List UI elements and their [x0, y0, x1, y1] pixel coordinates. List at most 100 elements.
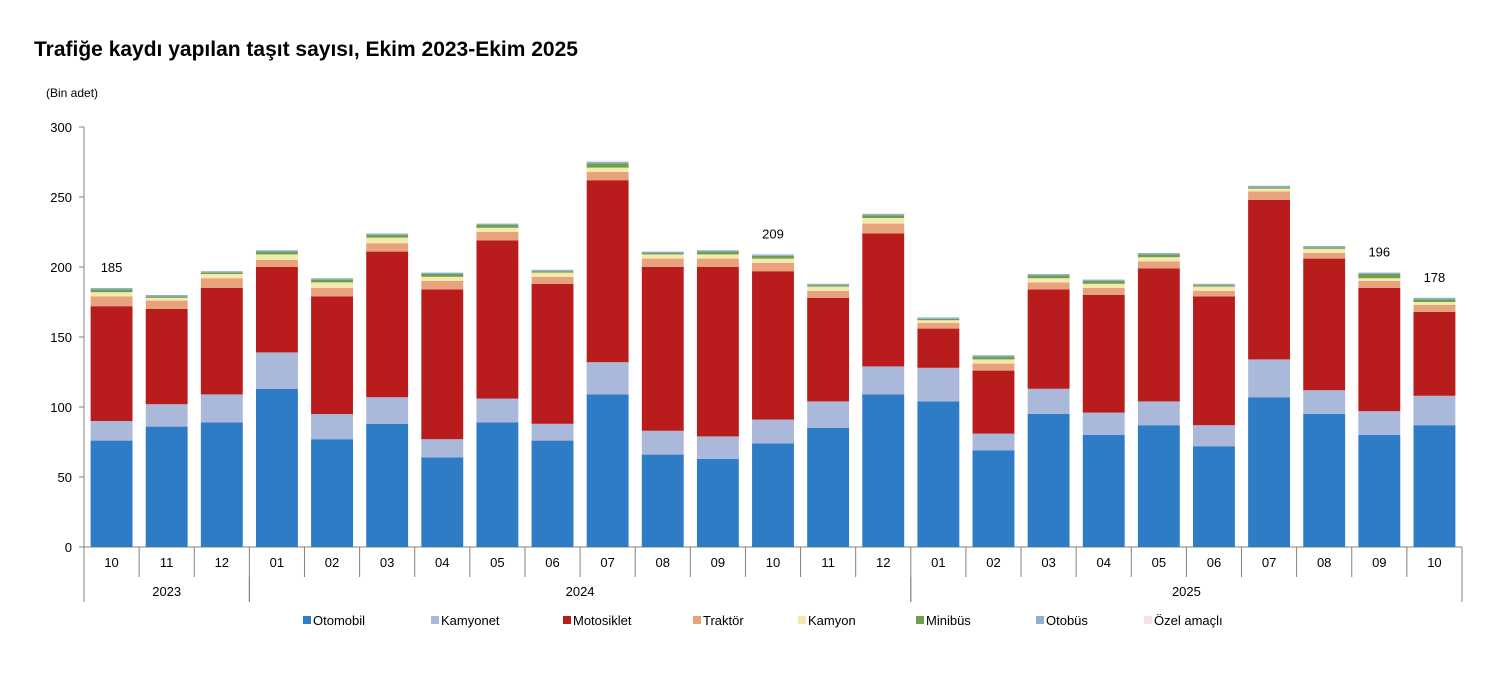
x-tick-label: 12 — [215, 555, 229, 570]
legend-label: Kamyonet — [441, 613, 500, 628]
x-tick-label: 09 — [711, 555, 725, 570]
bar-segment-kamyonet — [1248, 359, 1291, 398]
x-tick-label: 05 — [490, 555, 504, 570]
bar-segment-motosiklet — [917, 328, 960, 368]
year-group-label: 2025 — [1172, 584, 1201, 599]
bar-segment-minib-s — [90, 289, 133, 293]
bar-segment-kamyonet — [1027, 388, 1070, 414]
y-tick-label: 100 — [50, 400, 72, 415]
bar-segment-kamyon — [696, 254, 739, 259]
year-group-label: 2023 — [152, 584, 181, 599]
bar-segment-motosiklet — [90, 306, 133, 421]
bar-segment-motosiklet — [311, 296, 353, 414]
bar-segment-minib-s — [1413, 299, 1456, 302]
bar-segment-kamyonet — [1137, 401, 1180, 426]
bar-segment-kamyonet — [1358, 411, 1401, 435]
bar-segment-kamyon — [1358, 278, 1401, 281]
bar-segment-otob-s — [200, 271, 243, 273]
bar-segment-otob-s — [1082, 279, 1125, 281]
bar-segment-minib-s — [972, 356, 1015, 360]
bar-segment-otomobil — [696, 458, 739, 547]
bar-segment-kamyonet — [1303, 390, 1346, 414]
bar-segment-kamyonet — [586, 362, 629, 395]
bar-segment-trakt-r — [1248, 191, 1291, 200]
bar-segment-motosiklet — [752, 271, 794, 420]
data-label: 185 — [101, 260, 123, 275]
data-label: 178 — [1424, 270, 1446, 285]
bar-segment-kamyon — [752, 258, 794, 263]
bar-segment-otob-s — [1358, 272, 1401, 274]
x-tick-label: 04 — [1096, 555, 1110, 570]
bar-segment-otomobil — [752, 443, 794, 547]
bar-segment-minib-s — [1027, 275, 1070, 279]
bar-segment-otob-s — [752, 254, 794, 256]
bar-segment-trakt-r — [531, 276, 574, 284]
bar-segment-kamyon — [586, 167, 629, 172]
x-tick-label: 11 — [160, 555, 174, 570]
bar-segment-trakt-r — [1082, 288, 1125, 295]
bar-segment-kamyon — [90, 292, 133, 297]
bar-segment-kamyonet — [311, 414, 353, 440]
x-tick-label: 11 — [821, 555, 835, 570]
bar-segment-kamyonet — [1413, 395, 1456, 426]
bar-segment-kamyonet — [696, 436, 739, 459]
bar-segment-otomobil — [1137, 425, 1180, 547]
bar-segment-trakt-r — [1027, 282, 1070, 290]
bar-segment-otob-s — [476, 223, 519, 225]
bar-segment-kamyon — [1193, 286, 1235, 291]
bar-segment-otob-s — [90, 288, 133, 290]
bar-segment-minib-s — [862, 215, 905, 218]
bar-segment-minib-s — [200, 272, 243, 274]
bar-segment-trakt-r — [641, 258, 684, 267]
legend-swatch — [916, 616, 924, 624]
bar-segment-kamyon — [1027, 278, 1070, 283]
bar-segment-otomobil — [255, 388, 298, 547]
legend-label: Kamyon — [808, 613, 856, 628]
bar-segment-otomobil — [90, 440, 133, 547]
bar-segment-otob-s — [1248, 185, 1291, 188]
bar-segment-otob-s — [311, 278, 353, 280]
bar-segment-otob-s — [972, 355, 1015, 357]
bar-segment-trakt-r — [1137, 261, 1180, 269]
bar-segment-trakt-r — [200, 278, 243, 288]
bar-segment-trakt-r — [752, 262, 794, 272]
bar-segment-trakt-r — [586, 171, 629, 181]
legend-label: Otobüs — [1046, 613, 1088, 628]
bar-segment-minib-s — [1248, 187, 1291, 189]
bar-segment-minib-s — [752, 255, 794, 259]
bar-segment--zel-ama-l- — [586, 160, 629, 162]
legend-label: Özel amaçlı — [1154, 613, 1223, 628]
legend-label: Traktör — [703, 613, 744, 628]
bar-segment-otomobil — [145, 426, 188, 547]
bar-segment-otob-s — [586, 162, 629, 164]
bar-segment-otomobil — [917, 401, 960, 547]
bar-segment-otomobil — [1303, 414, 1346, 547]
bar-segment-trakt-r — [1358, 281, 1401, 288]
bar-segment-motosiklet — [641, 267, 684, 431]
bar-segment-motosiklet — [421, 289, 464, 440]
bar-segment-trakt-r — [476, 232, 519, 241]
legend-label: Minibüs — [926, 613, 971, 628]
bar-segment-otob-s — [1193, 283, 1235, 286]
x-tick-label: 06 — [545, 555, 559, 570]
bar-segment-otob-s — [366, 233, 409, 235]
x-tick-label: 07 — [1262, 555, 1276, 570]
bar-segment-trakt-r — [90, 296, 133, 307]
bar-segment-kamyon — [972, 359, 1015, 364]
bar-segment-otob-s — [1137, 253, 1180, 255]
bar-segment-minib-s — [807, 285, 850, 287]
x-tick-label: 10 — [1427, 555, 1441, 570]
bar-segment-kamyon — [1248, 188, 1291, 192]
bar-segment-motosiklet — [1303, 258, 1346, 391]
bar-segment-kamyonet — [90, 421, 133, 441]
legend-swatch — [1144, 616, 1152, 624]
chart-title: Trafiğe kaydı yapılan taşıt sayısı, Ekim… — [34, 38, 578, 61]
y-tick-label: 150 — [50, 330, 72, 345]
legend-label: Otomobil — [313, 613, 365, 628]
x-tick-label: 10 — [104, 555, 118, 570]
bar-segment-trakt-r — [696, 258, 739, 267]
bar-segment-minib-s — [311, 279, 353, 283]
x-tick-label: 12 — [876, 555, 890, 570]
bar-segment-otomobil — [531, 440, 574, 547]
